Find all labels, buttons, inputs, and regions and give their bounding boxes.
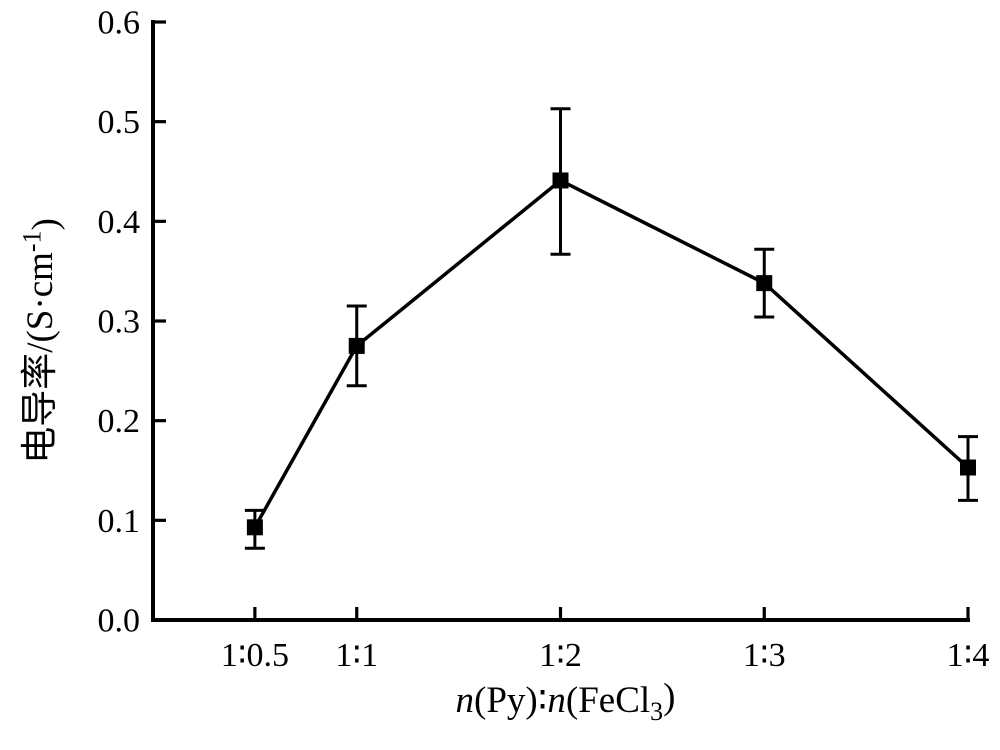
data-point	[552, 172, 569, 189]
y-tick-label: 0.4	[98, 204, 141, 241]
y-tick-label: 0.3	[98, 304, 141, 341]
data-point	[246, 519, 263, 536]
data-point	[348, 337, 365, 354]
data-point	[756, 275, 773, 292]
x-tick-label: 1∶1	[335, 637, 378, 674]
error-bars	[244, 107, 978, 550]
x-tick-label: 1∶0.5	[221, 637, 289, 674]
x-axis-title: n(Py)∶n(FeCl3)	[456, 677, 676, 726]
y-axis-title: 电导率/(S·cm-1)	[17, 218, 66, 464]
x-axis-ticks: 1∶0.5 1∶1 1∶2 1∶3 1∶4	[221, 607, 990, 674]
x-tick-label: 1∶4	[947, 637, 990, 674]
y-tick-label: 0.5	[98, 104, 141, 141]
data-points	[246, 172, 976, 536]
data-point	[960, 459, 976, 476]
y-tick-label: 0.6	[98, 5, 141, 42]
y-tick-label: 0.2	[98, 403, 141, 440]
y-tick-label: 0.1	[98, 503, 141, 540]
y-tick-label: 0.0	[98, 603, 141, 640]
x-tick-label: 1∶2	[539, 637, 582, 674]
y-axis-ticks: 0.0 0.1 0.2 0.3 0.4 0.5 0.6	[98, 5, 166, 640]
x-tick-label: 1∶3	[743, 637, 786, 674]
